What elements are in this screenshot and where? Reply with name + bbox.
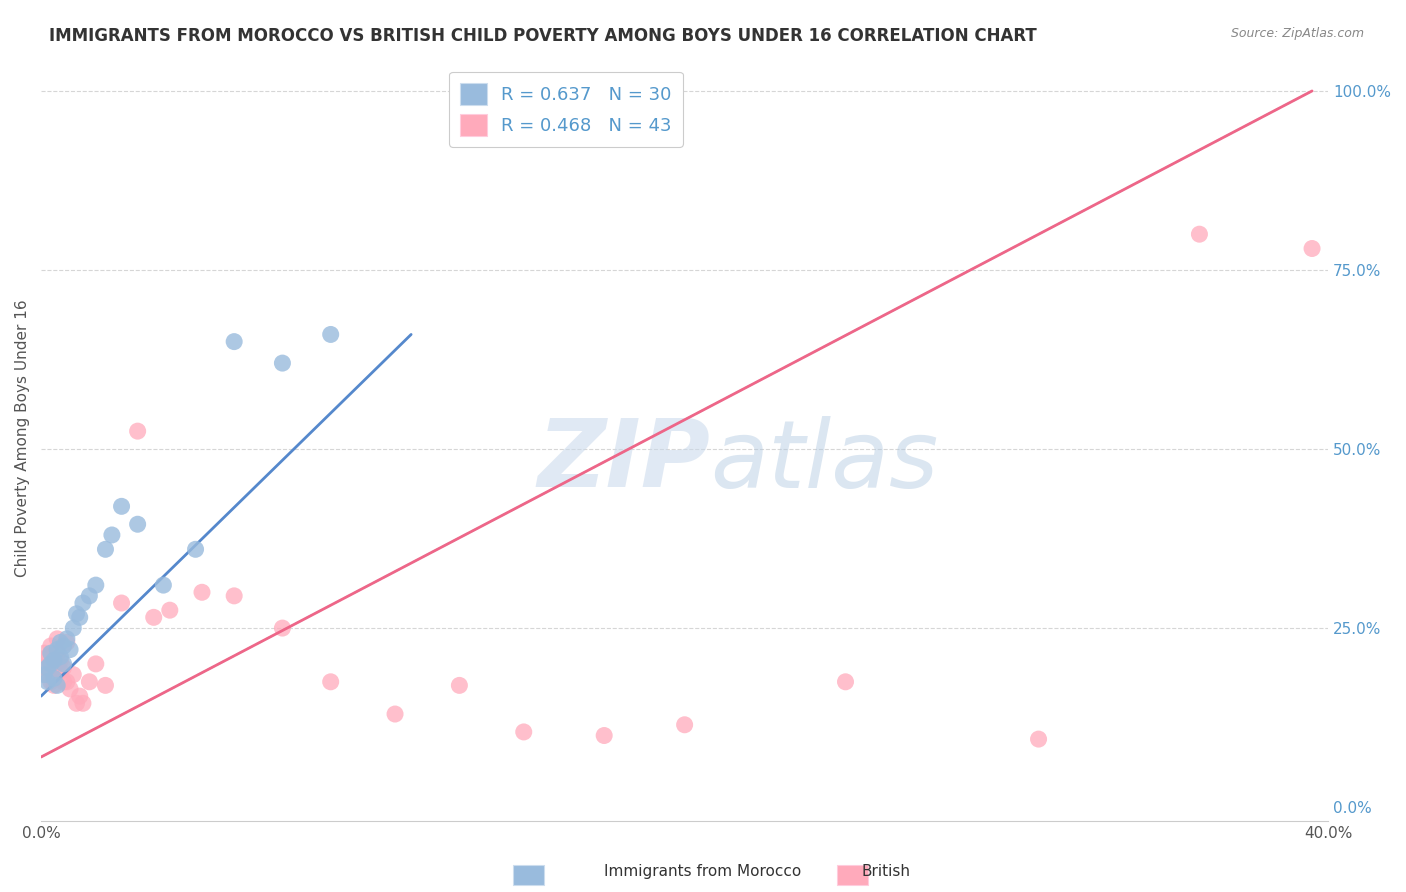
Text: Source: ZipAtlas.com: Source: ZipAtlas.com xyxy=(1230,27,1364,40)
Point xyxy=(142,610,165,624)
Point xyxy=(42,660,65,674)
Point xyxy=(49,664,72,678)
Text: Immigrants from Morocco: Immigrants from Morocco xyxy=(605,863,801,879)
Point xyxy=(46,632,69,646)
Point xyxy=(34,646,56,660)
Point xyxy=(62,667,84,681)
Point xyxy=(49,653,72,667)
Point xyxy=(79,589,101,603)
Point xyxy=(384,706,406,721)
Point xyxy=(52,657,75,671)
Point xyxy=(42,653,65,667)
Point xyxy=(69,689,91,703)
Point xyxy=(1028,732,1050,747)
Point xyxy=(65,696,87,710)
Point xyxy=(152,578,174,592)
Point xyxy=(593,729,616,743)
Point xyxy=(34,667,56,681)
Point xyxy=(37,660,59,674)
Point xyxy=(72,696,94,710)
Point xyxy=(49,635,72,649)
Point xyxy=(59,642,82,657)
Point xyxy=(184,542,207,557)
Point xyxy=(191,585,214,599)
Point xyxy=(834,674,856,689)
Point xyxy=(449,678,471,692)
Point xyxy=(39,657,62,671)
Point xyxy=(1188,227,1211,242)
Point xyxy=(224,589,246,603)
Text: British: British xyxy=(862,863,910,879)
Point xyxy=(56,635,79,649)
Point xyxy=(52,674,75,689)
Point xyxy=(59,681,82,696)
Point xyxy=(319,327,342,342)
Point xyxy=(513,725,536,739)
Point xyxy=(46,678,69,692)
Point xyxy=(94,678,117,692)
Point xyxy=(34,660,56,674)
Point xyxy=(37,667,59,681)
Point xyxy=(159,603,181,617)
Point xyxy=(37,674,59,689)
Point xyxy=(79,674,101,689)
Point xyxy=(39,646,62,660)
Point xyxy=(271,621,294,635)
Point xyxy=(224,334,246,349)
Point xyxy=(46,642,69,657)
Point xyxy=(69,610,91,624)
Point xyxy=(56,674,79,689)
Point xyxy=(319,674,342,689)
Point xyxy=(62,621,84,635)
Point xyxy=(110,596,132,610)
Point xyxy=(42,671,65,685)
Point xyxy=(84,578,107,592)
Point xyxy=(673,718,696,732)
Text: atlas: atlas xyxy=(710,416,939,507)
Point xyxy=(94,542,117,557)
Point xyxy=(42,678,65,692)
Point xyxy=(127,517,149,532)
Point xyxy=(39,657,62,671)
Point xyxy=(39,639,62,653)
Point xyxy=(42,671,65,685)
Point xyxy=(101,528,124,542)
Point xyxy=(127,424,149,438)
Point xyxy=(39,674,62,689)
Text: IMMIGRANTS FROM MOROCCO VS BRITISH CHILD POVERTY AMONG BOYS UNDER 16 CORRELATION: IMMIGRANTS FROM MOROCCO VS BRITISH CHILD… xyxy=(49,27,1038,45)
Y-axis label: Child Poverty Among Boys Under 16: Child Poverty Among Boys Under 16 xyxy=(15,300,30,577)
Point xyxy=(52,639,75,653)
Point xyxy=(46,646,69,660)
Point xyxy=(37,649,59,664)
Point xyxy=(84,657,107,671)
Text: ZIP: ZIP xyxy=(537,416,710,508)
Point xyxy=(52,660,75,674)
Point xyxy=(271,356,294,370)
Point xyxy=(49,649,72,664)
Point xyxy=(1301,242,1323,256)
Point xyxy=(65,607,87,621)
Point xyxy=(72,596,94,610)
Point xyxy=(56,632,79,646)
Point xyxy=(110,500,132,514)
Legend: R = 0.637   N = 30, R = 0.468   N = 43: R = 0.637 N = 30, R = 0.468 N = 43 xyxy=(449,72,683,146)
